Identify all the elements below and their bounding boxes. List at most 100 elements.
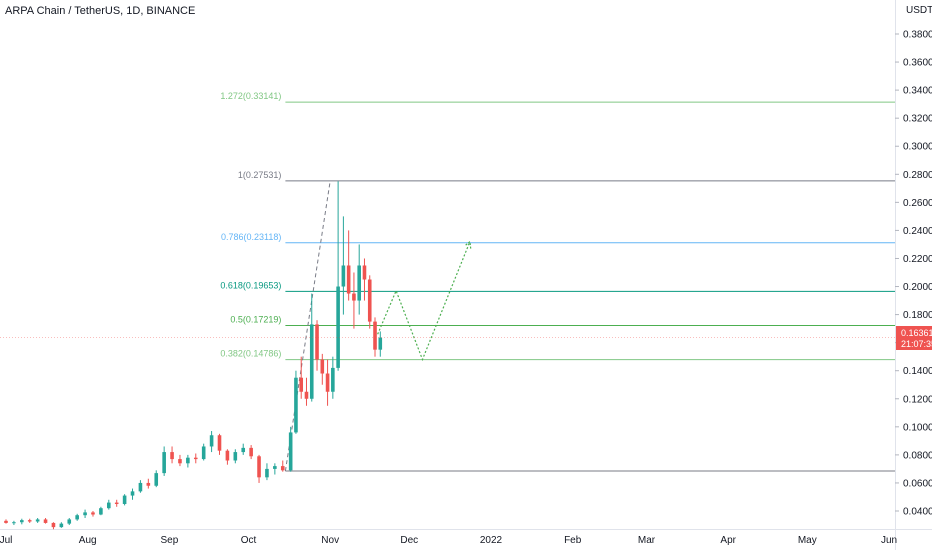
fibonacci-retracement[interactable]: 1.272(0.33141) 1(0.27531) 0.786(0.23118) 0.… xyxy=(220,91,895,472)
candle-body xyxy=(51,522,56,528)
fib-level-label: 0.382(0.14786) xyxy=(220,349,281,359)
candle-body xyxy=(249,447,253,457)
candle-body xyxy=(114,502,119,504)
candle-body xyxy=(352,293,356,301)
projection-arrow-head xyxy=(464,240,472,249)
fib-level-label: 1.272(0.33141) xyxy=(220,91,281,101)
candle-body xyxy=(146,482,151,486)
candle-body xyxy=(346,265,351,294)
candle-body xyxy=(106,502,111,509)
candle-body xyxy=(257,456,261,478)
time-tick-label: 2022 xyxy=(480,535,503,546)
candle-body xyxy=(35,519,40,522)
time-tick-label: Sep xyxy=(161,535,179,546)
candle-body xyxy=(265,468,269,478)
candle-body xyxy=(341,265,346,287)
candle-body xyxy=(122,495,127,504)
candle-body xyxy=(67,519,72,524)
candle-body xyxy=(280,466,285,471)
candle-body xyxy=(186,457,190,464)
time-tick-label: May xyxy=(798,535,817,546)
candle-body xyxy=(154,473,159,486)
candle-body xyxy=(27,520,32,522)
candle-body xyxy=(320,359,325,374)
candle-body xyxy=(233,452,238,461)
price-badge: 0.16361 21:07:35 xyxy=(896,326,932,350)
fib-level-label: 0.618(0.19653) xyxy=(220,280,281,290)
candle-body xyxy=(193,457,198,460)
candle-body xyxy=(325,373,330,392)
candle-body xyxy=(91,512,95,515)
price-badge-value: 0.16361 xyxy=(901,328,932,338)
time-tick-label: Aug xyxy=(79,535,97,546)
candle-body xyxy=(315,324,319,360)
time-tick-label: Dec xyxy=(400,535,418,546)
projection-path[interactable] xyxy=(377,241,471,362)
candle-body xyxy=(178,459,182,464)
price-badge-countdown: 21:07:35 xyxy=(901,339,932,349)
fib-level-label: 1(0.27531) xyxy=(238,170,282,180)
candle-body xyxy=(99,508,103,515)
time-tick-label: Jul xyxy=(0,535,12,546)
time-axis[interactable]: Jul Aug Sep Oct Nov Dec 2022 Feb Mar Apr May Jun xyxy=(0,535,897,546)
time-tick-label: Oct xyxy=(241,535,257,546)
fib-level-label: 0.786(0.23118) xyxy=(221,232,281,242)
candle-body xyxy=(83,512,87,516)
price-tick-label: 0.04000 xyxy=(903,507,932,518)
candle-body xyxy=(20,520,24,523)
candle-body xyxy=(225,450,230,461)
price-axis-unit: USDT xyxy=(906,5,932,16)
candle-body xyxy=(309,324,314,399)
candle-body xyxy=(378,337,383,350)
candle-body xyxy=(362,265,367,280)
candle-body xyxy=(241,447,246,453)
price-projection[interactable] xyxy=(377,240,472,362)
candle-body xyxy=(4,520,8,523)
fib-level-label: 0.5(0.17219) xyxy=(230,315,281,325)
candle-body xyxy=(43,519,48,523)
candle-body xyxy=(288,432,293,471)
time-tick-label: Feb xyxy=(564,535,582,546)
price-badge-bg xyxy=(896,326,932,350)
candle-body xyxy=(170,452,174,460)
candle-body xyxy=(273,466,277,469)
candle-body xyxy=(162,452,166,474)
time-tick-label: Mar xyxy=(638,535,656,546)
candle-body xyxy=(304,391,309,399)
candle-body xyxy=(331,367,335,392)
candle-body xyxy=(294,377,298,433)
candle-body xyxy=(336,286,340,368)
time-tick-label: Apr xyxy=(720,535,736,546)
time-tick-label: Nov xyxy=(321,535,339,546)
candle-body xyxy=(209,435,214,447)
symbol-title: ARPA Chain / TetherUS, 1D, BINANCE xyxy=(5,5,195,17)
candle-body xyxy=(217,435,222,451)
candle-body xyxy=(201,446,206,460)
candle-body xyxy=(75,515,79,520)
candle-body xyxy=(59,523,64,528)
candle-body xyxy=(373,321,377,350)
candle-body xyxy=(299,377,304,392)
candle-body xyxy=(12,522,16,524)
candle-body xyxy=(130,491,135,496)
